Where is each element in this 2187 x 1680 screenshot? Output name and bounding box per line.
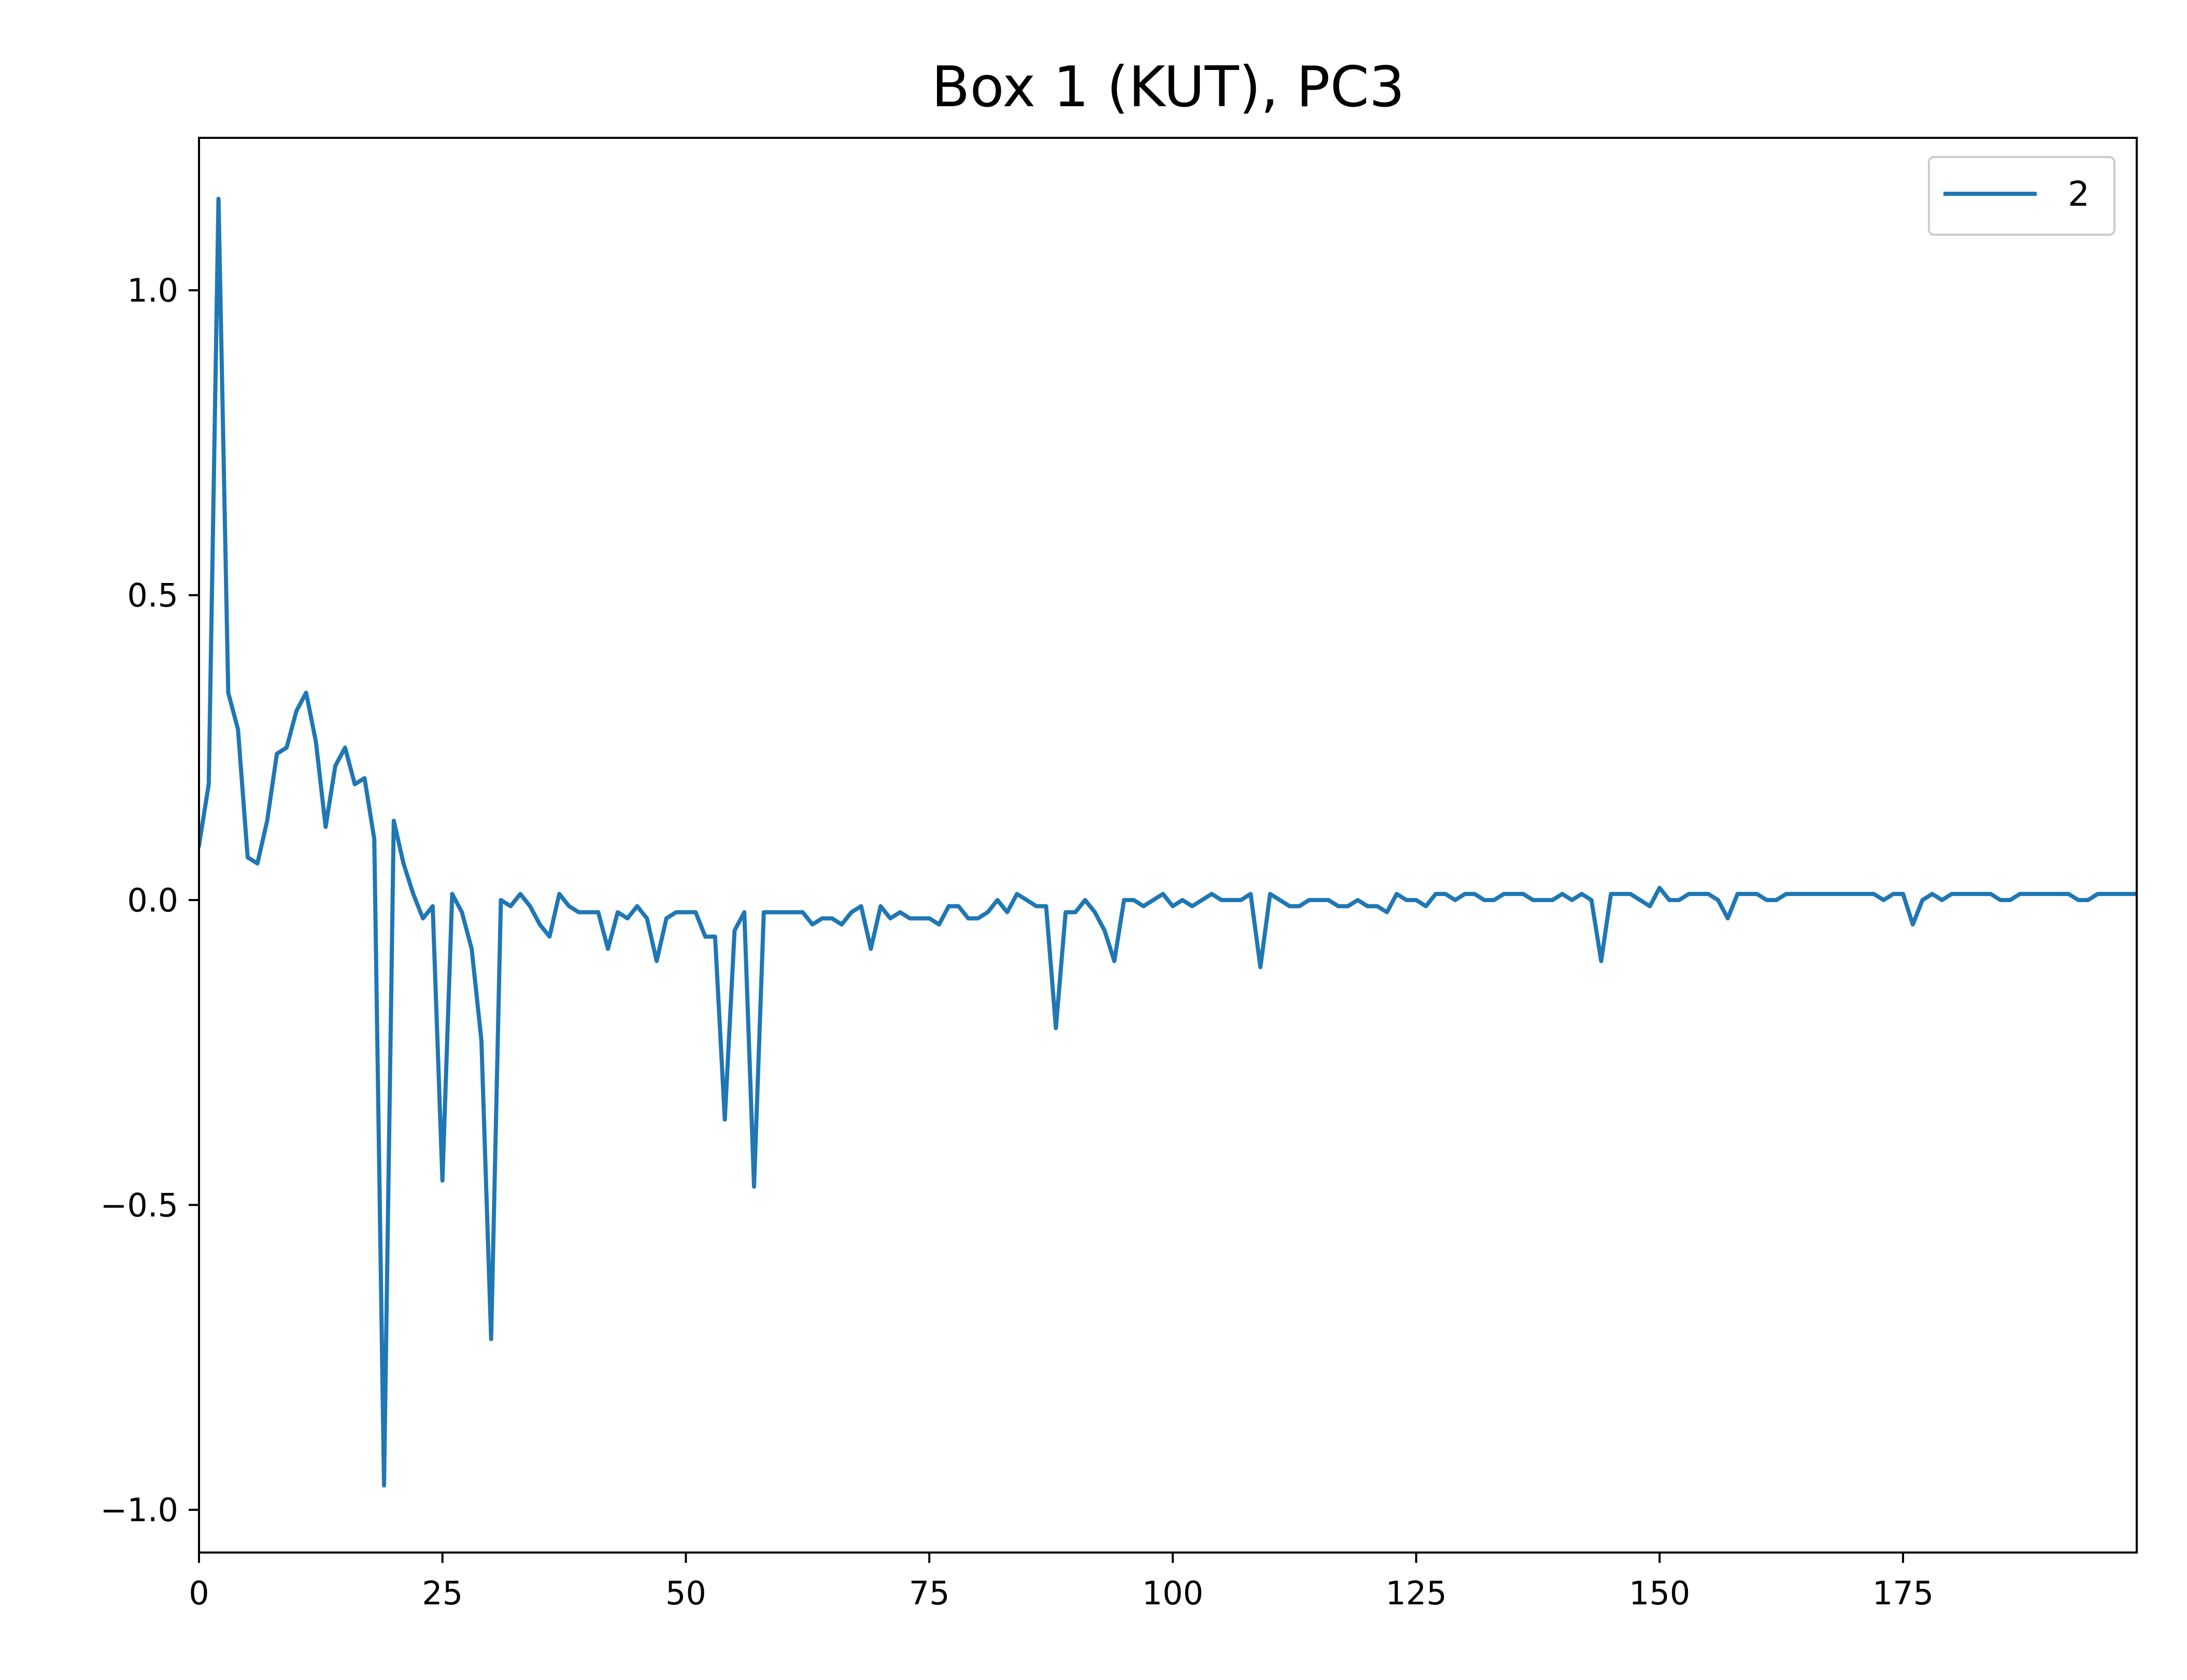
y-tick-label: 0.5 xyxy=(127,577,178,615)
plot-area xyxy=(199,196,2137,1488)
axes-frame xyxy=(198,137,2138,1554)
x-axis: 0 25 50 75 100 125 150 175 xyxy=(189,1553,1934,1612)
legend-label: 2 xyxy=(2068,174,2090,214)
y-tick-label: −0.5 xyxy=(100,1186,178,1224)
x-tick-label: 25 xyxy=(422,1574,463,1612)
series-line xyxy=(199,196,2137,1488)
x-tick-label: 175 xyxy=(1872,1574,1934,1612)
x-tick-label: 125 xyxy=(1385,1574,1446,1612)
y-tick-label: 0.0 xyxy=(127,881,178,919)
x-tick-label: 100 xyxy=(1142,1574,1203,1612)
y-tick-label: 1.0 xyxy=(127,272,178,309)
y-tick-label: −1.0 xyxy=(100,1491,178,1529)
x-tick-label: 0 xyxy=(189,1574,209,1612)
x-tick-label: 150 xyxy=(1629,1574,1690,1612)
x-tick-label: 75 xyxy=(909,1574,950,1612)
y-axis: 1.0 0.5 0.0 −0.5 −1.0 xyxy=(100,272,199,1529)
chart-title: Box 1 (KUT), PC3 xyxy=(931,55,1404,120)
x-tick-label: 50 xyxy=(665,1574,706,1612)
legend: 2 xyxy=(1928,156,2115,236)
